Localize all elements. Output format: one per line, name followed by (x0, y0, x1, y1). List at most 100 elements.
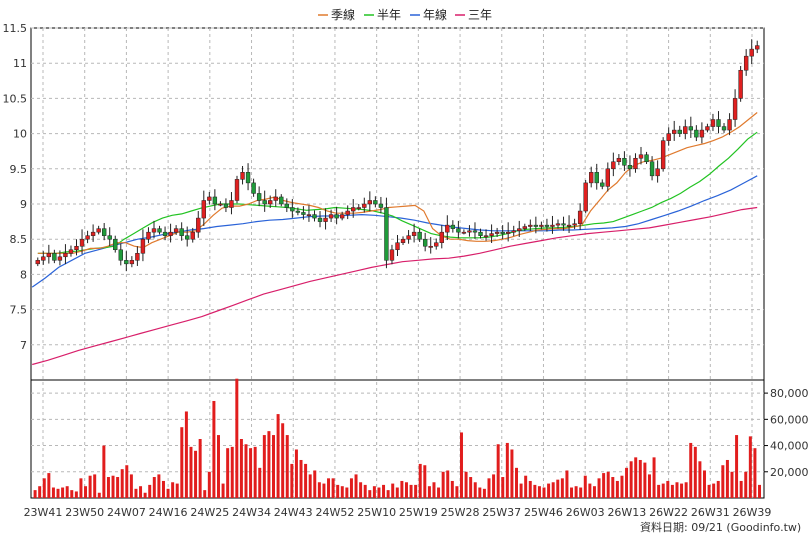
candle-up (85, 235, 90, 240)
volume-tick-label: 80,000 (770, 387, 808, 400)
candle-up (705, 126, 710, 131)
candle-up (434, 242, 439, 247)
candle-up (79, 238, 85, 247)
legend-item-quarter[interactable]: 季線 (318, 7, 355, 22)
volume-bar (139, 486, 143, 498)
x-tick-label: 24W43 (274, 506, 313, 519)
volume-bar (171, 482, 175, 498)
candle-up (589, 172, 594, 184)
candle-up (35, 260, 40, 265)
volume-bar (537, 486, 541, 498)
volume-bar (331, 478, 335, 498)
volume-bar (345, 487, 349, 498)
volume-bar (400, 480, 404, 498)
volume-bar (304, 463, 308, 498)
volume-bar (322, 483, 326, 498)
legend-item-year[interactable]: 年線 (410, 7, 447, 22)
volume-bar (689, 442, 693, 498)
volume-bar (702, 470, 706, 498)
volume-bar (194, 450, 198, 498)
volume-bar (152, 477, 156, 498)
candle-up (550, 224, 555, 227)
volume-bar (106, 477, 110, 498)
volume-tick-label: 60,000 (770, 413, 808, 426)
candle-down (384, 207, 389, 261)
candle-up (356, 207, 361, 209)
volume-bar (735, 435, 739, 498)
candle-down (256, 193, 262, 201)
candle-up (583, 182, 588, 212)
candle-up (555, 223, 561, 226)
volume-bar (565, 470, 569, 498)
legend-item-half-year[interactable]: 半年 (364, 8, 401, 22)
price-tick-label: 11.5 (3, 22, 28, 35)
candle-down (721, 126, 727, 131)
x-tick-label: 25W28 (441, 506, 480, 519)
candle-up (605, 168, 610, 187)
candle-up (345, 210, 350, 215)
volume-bar (661, 483, 665, 498)
candle-down (644, 154, 649, 163)
volume-bar (262, 435, 266, 498)
volume-bar (707, 484, 711, 498)
candle-down (279, 196, 284, 205)
volume-bar (652, 457, 656, 498)
candle-up (517, 228, 522, 232)
candle-down (600, 182, 605, 187)
volume-bar (349, 478, 353, 498)
candle-up (616, 157, 622, 163)
volume-bar (579, 487, 583, 498)
candle-down (245, 172, 251, 184)
volume-bar (418, 463, 422, 498)
volume-bar (592, 486, 596, 498)
volume-bar (464, 471, 468, 498)
price-tick-label: 10.5 (3, 92, 28, 105)
candle-up (96, 228, 101, 233)
volume-bar (212, 400, 216, 498)
x-tick-label: 24W07 (107, 506, 146, 519)
volume-bar (70, 490, 74, 498)
volume-bar (547, 483, 551, 498)
candle-up (63, 253, 68, 258)
volume-bar (739, 480, 743, 498)
candle-up (406, 235, 411, 240)
candle-up (522, 226, 527, 229)
volume-bar (437, 487, 441, 498)
volume-bar (143, 492, 147, 498)
volume-bar (515, 467, 518, 498)
candle-up (190, 231, 195, 240)
candle-up (57, 256, 63, 261)
volume-bar (354, 474, 358, 498)
volume-bar (570, 487, 574, 498)
volume-bar (102, 445, 106, 498)
volume-bar (308, 474, 312, 498)
candle-up (146, 231, 151, 240)
volume-bar (712, 483, 716, 498)
candle-down (594, 172, 599, 184)
volume-bar (698, 461, 702, 498)
volume-bar (148, 484, 152, 498)
volume-bar (189, 446, 193, 498)
candle-down (627, 165, 633, 170)
volume-bar (482, 488, 486, 498)
price-tick-label: 7.5 (10, 304, 28, 317)
volume-bar (496, 444, 500, 498)
volume-bar (61, 487, 65, 498)
candle-up (306, 214, 312, 217)
volume-bar (74, 491, 78, 498)
candle-down (118, 249, 123, 261)
volume-bar (276, 414, 280, 498)
volume-bar (446, 470, 450, 498)
candle-up (483, 235, 489, 238)
candle-up (129, 260, 135, 265)
x-tick-label: 24W34 (232, 506, 271, 519)
volume-bar (528, 480, 532, 498)
candle-down (52, 253, 57, 261)
volume-bar (317, 482, 321, 498)
volume-bar (84, 486, 88, 498)
legend-item-three-year[interactable]: 三年 (455, 8, 492, 22)
candle-up (660, 140, 666, 170)
x-tick-label: 25W37 (482, 506, 521, 519)
x-tick-label: 26W13 (607, 506, 646, 519)
